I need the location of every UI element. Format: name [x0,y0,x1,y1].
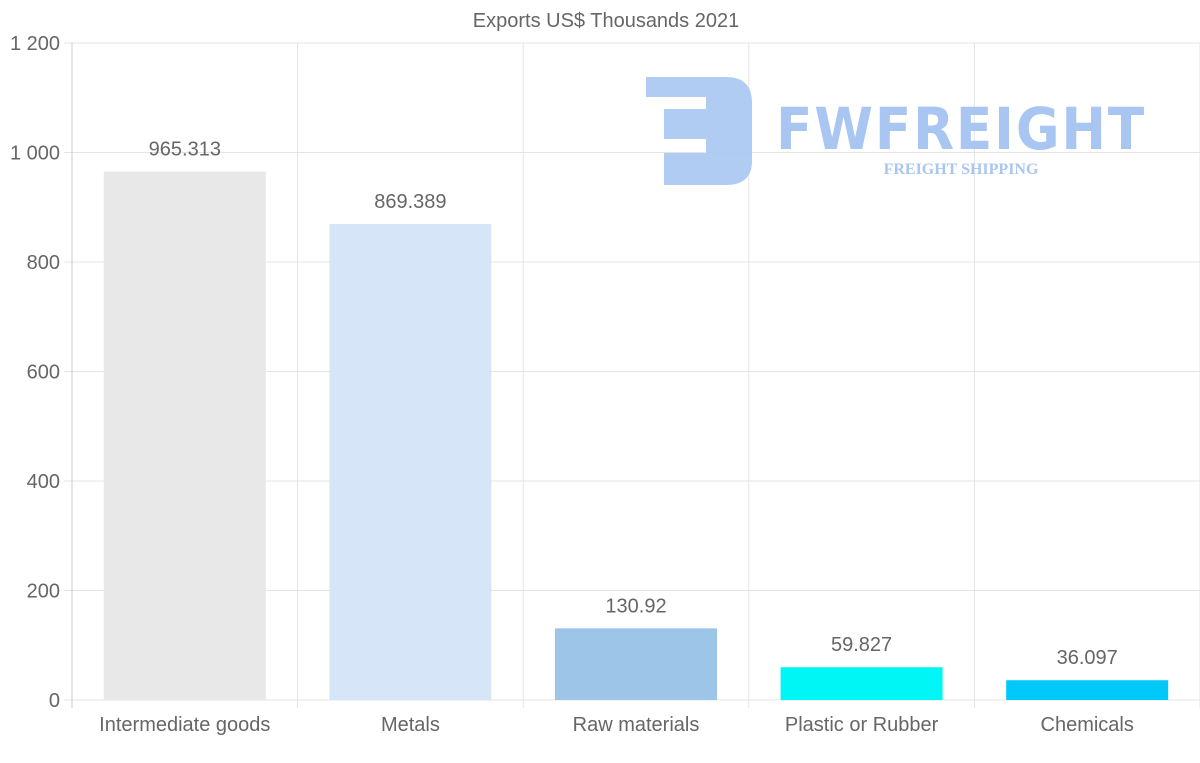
x-tick-label: Intermediate goods [99,714,270,736]
y-tick-label: 400 [27,471,60,493]
bar [780,667,943,700]
data-label: 59.827 [831,634,892,656]
bar [103,171,266,700]
data-label: 130.92 [605,595,666,617]
bar [555,628,717,700]
data-label: 965.313 [149,138,221,160]
bar [1006,680,1169,700]
data-label: 869.389 [374,191,446,213]
labels: 0 200 400 600 800 1 000 1 200 965.313 Intermedia… [10,33,1134,736]
x-tick-label: Metals [381,714,440,736]
y-tick-label: 1 000 [10,143,60,165]
bar [329,224,492,700]
y-tick-label: 800 [27,252,60,274]
y-tick-label: 600 [27,362,60,384]
y-tick-label: 1 200 [10,33,60,55]
x-tick-label: Raw materials [573,714,700,736]
data-label: 36.097 [1057,647,1118,669]
x-tick-label: Plastic or Rubber [785,714,939,736]
chart-title: Exports US$ Thousands 2021 [473,10,739,32]
y-tick-label: 0 [49,690,60,712]
y-tick-label: 200 [27,581,60,603]
x-tick-label: Chemicals [1041,714,1134,736]
bars [103,171,1169,700]
